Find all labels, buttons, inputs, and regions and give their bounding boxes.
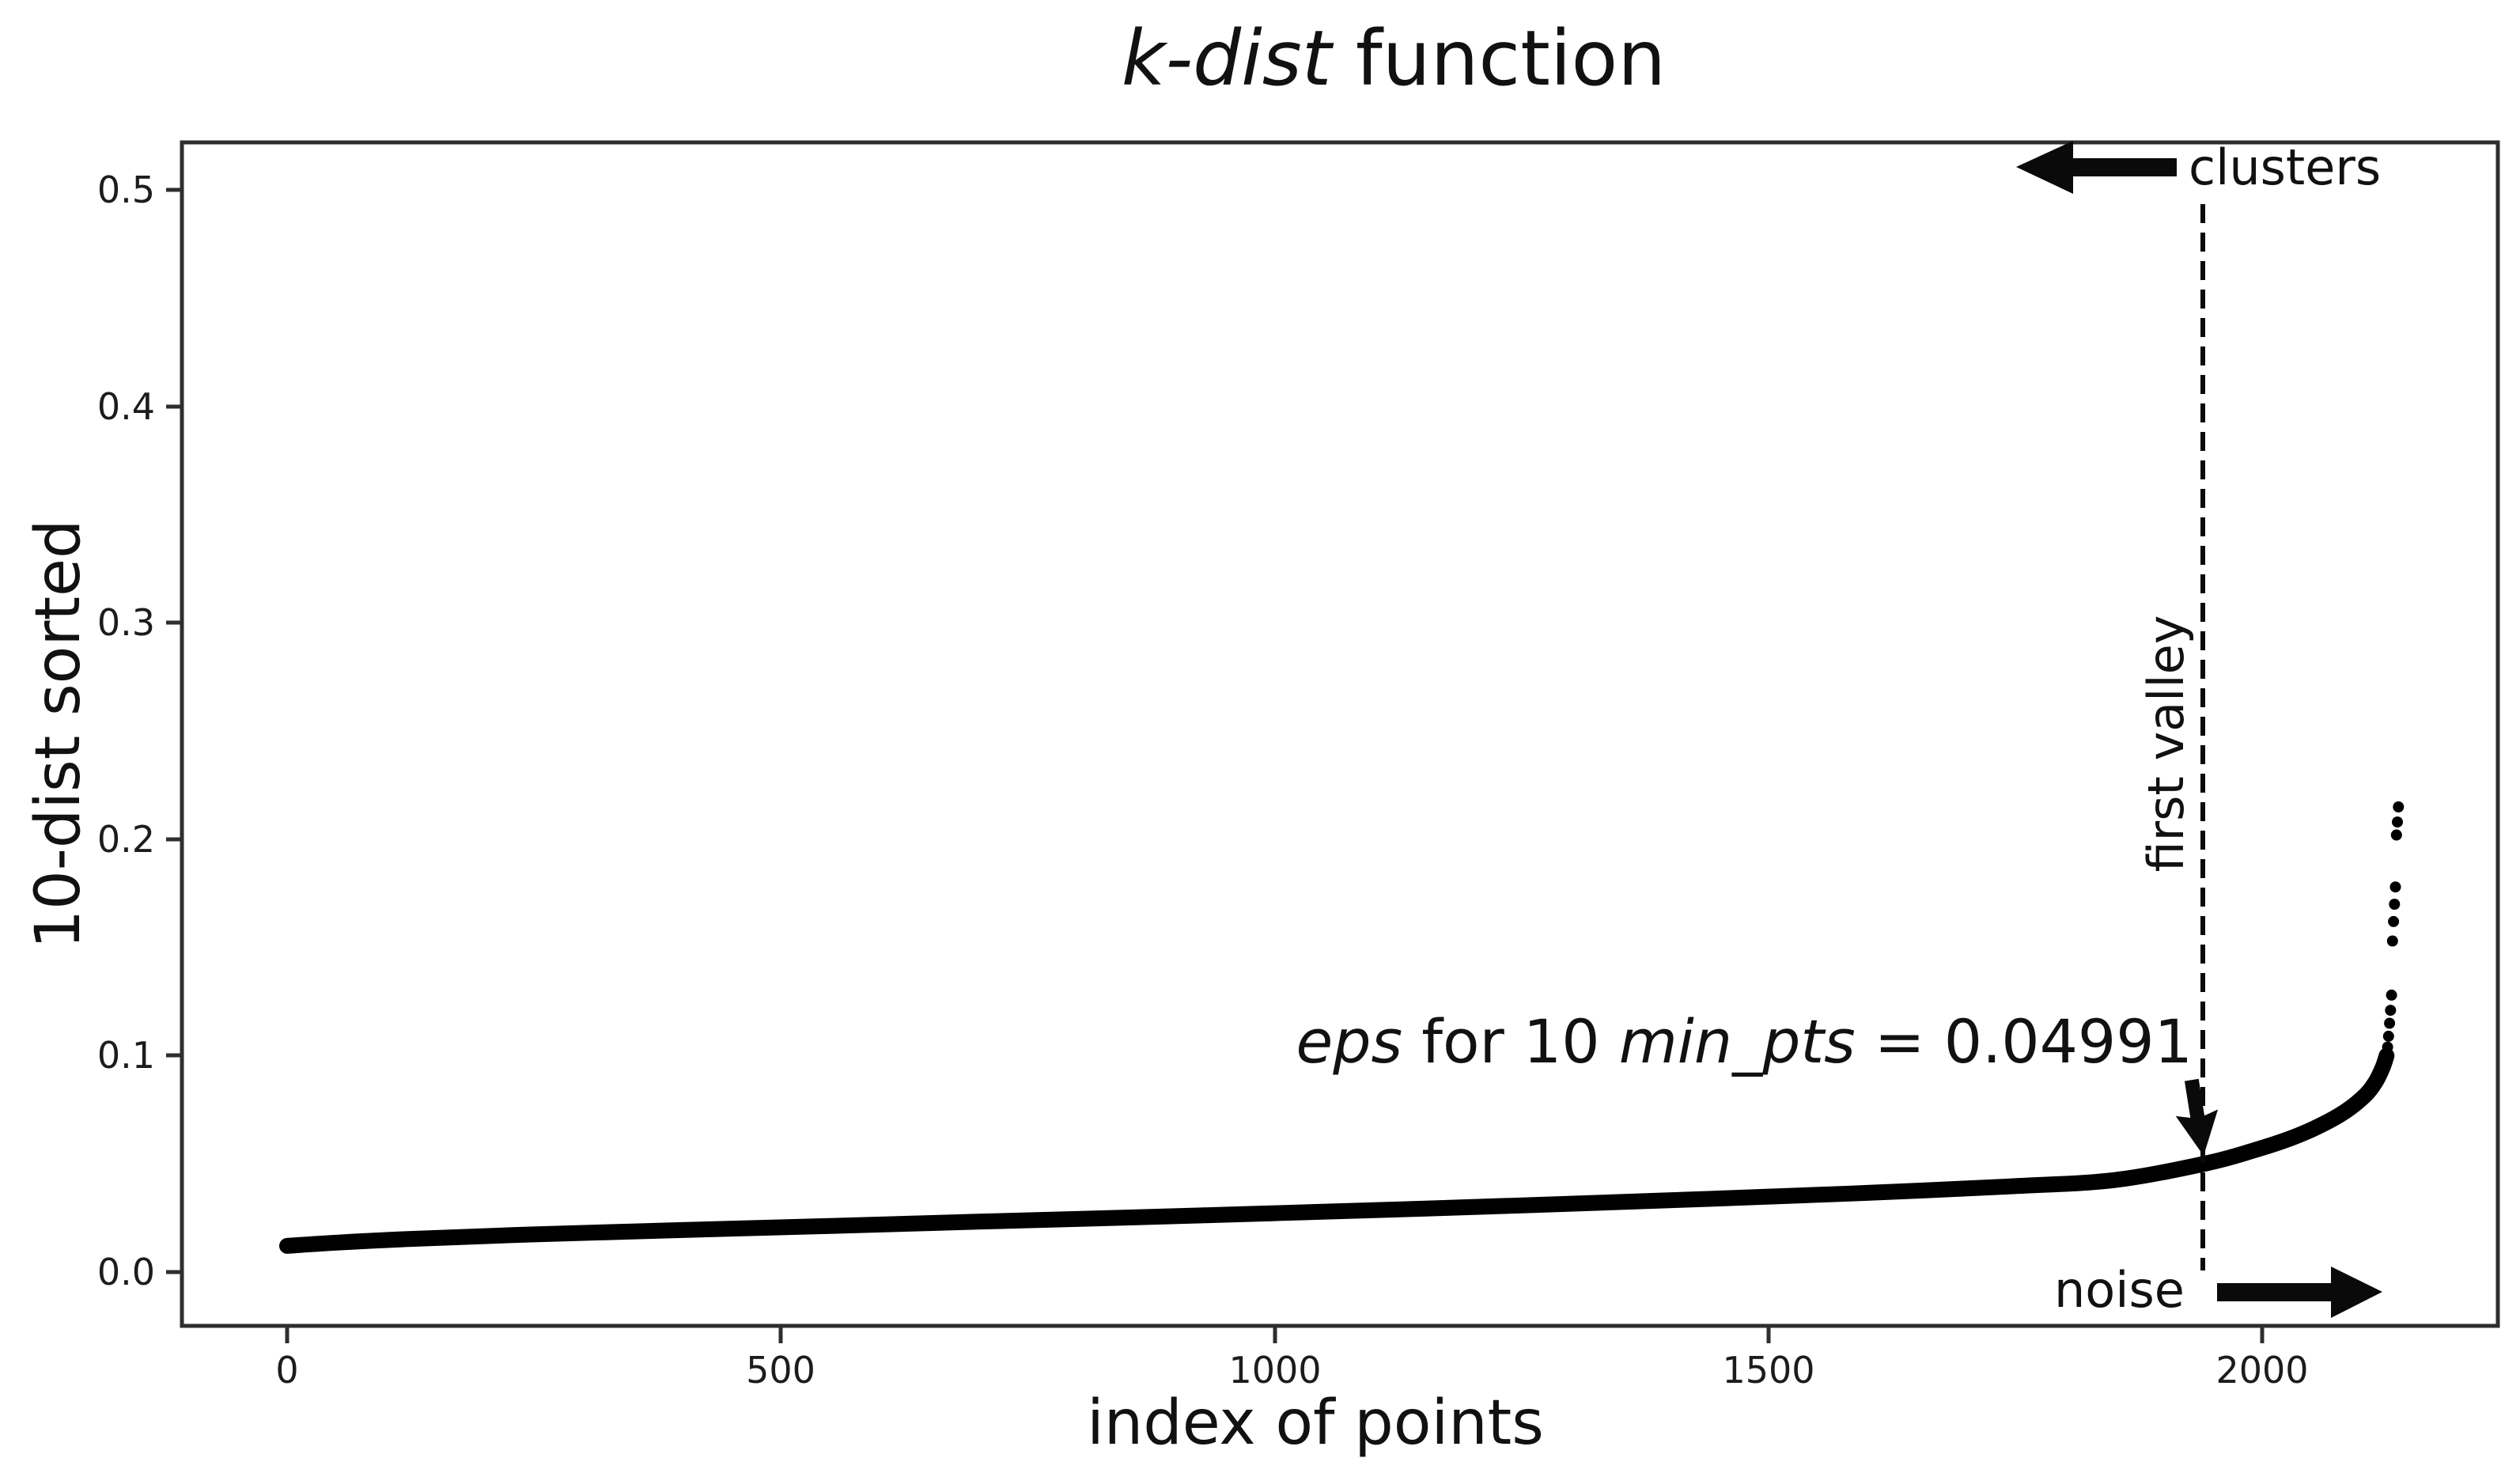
y-tick-label: 0.2 [97,818,155,861]
y-axis-label: 10-dist sorted [23,519,94,949]
outlier-dot [2384,1017,2396,1029]
y-axis: 0.0 0.1 0.2 0.3 0.4 0.5 [97,169,182,1293]
eps-annotation-minpts: min_pts [1619,1006,1856,1077]
clusters-left-arrow-icon [2016,141,2177,194]
title-italic-part: k-dist [1122,14,1334,103]
x-axis: 0 500 1000 1500 2000 [275,1326,2309,1392]
outlier-dot [2389,899,2401,910]
outlier-dot [2385,1005,2397,1017]
outlier-dot [2389,881,2401,893]
x-axis-label: index of points [1087,1388,1544,1459]
plot-border [180,140,2500,1328]
outlier-dots [2382,801,2405,1053]
y-tick-label: 0.4 [97,385,155,428]
eps-annotation-value: = 0.04991 [1856,1006,2193,1077]
eps-annotation-eps: eps [1296,1006,1402,1077]
outlier-dot [2392,816,2403,828]
noise-right-arrow-icon [2217,1267,2382,1318]
y-tick-label: 0.3 [97,601,155,644]
x-tick-label: 1000 [1228,1349,1321,1392]
outlier-dot [2386,935,2398,947]
outlier-dot [2386,989,2397,1001]
outlier-dot [2382,1041,2393,1053]
y-tick-label: 0.0 [97,1251,155,1293]
outlier-dot [2393,801,2405,812]
page-title: k-dist function [1122,14,1666,103]
kdist-curve [279,1047,2395,1254]
first-valley-label: first valley [2137,615,2195,873]
noise-label: noise [2054,1261,2185,1319]
x-tick-label: 1500 [1722,1349,1814,1392]
outlier-dot [2382,1030,2394,1042]
x-tick-label: 500 [746,1349,815,1392]
clusters-label: clusters [2189,138,2381,196]
title-regular-part: function [1331,14,1666,103]
eps-annotation: eps for 10 min_pts = 0.04991 [1296,1006,2193,1077]
outlier-dot [2390,829,2402,841]
x-tick-label: 2000 [2215,1349,2308,1392]
y-tick-label: 0.1 [97,1034,155,1077]
eps-down-arrow-icon [2175,1078,2219,1156]
y-tick-label: 0.5 [97,169,155,211]
x-tick-label: 0 [275,1349,298,1392]
eps-annotation-mid: for 10 [1402,1006,1619,1077]
outlier-dot [2388,915,2400,927]
